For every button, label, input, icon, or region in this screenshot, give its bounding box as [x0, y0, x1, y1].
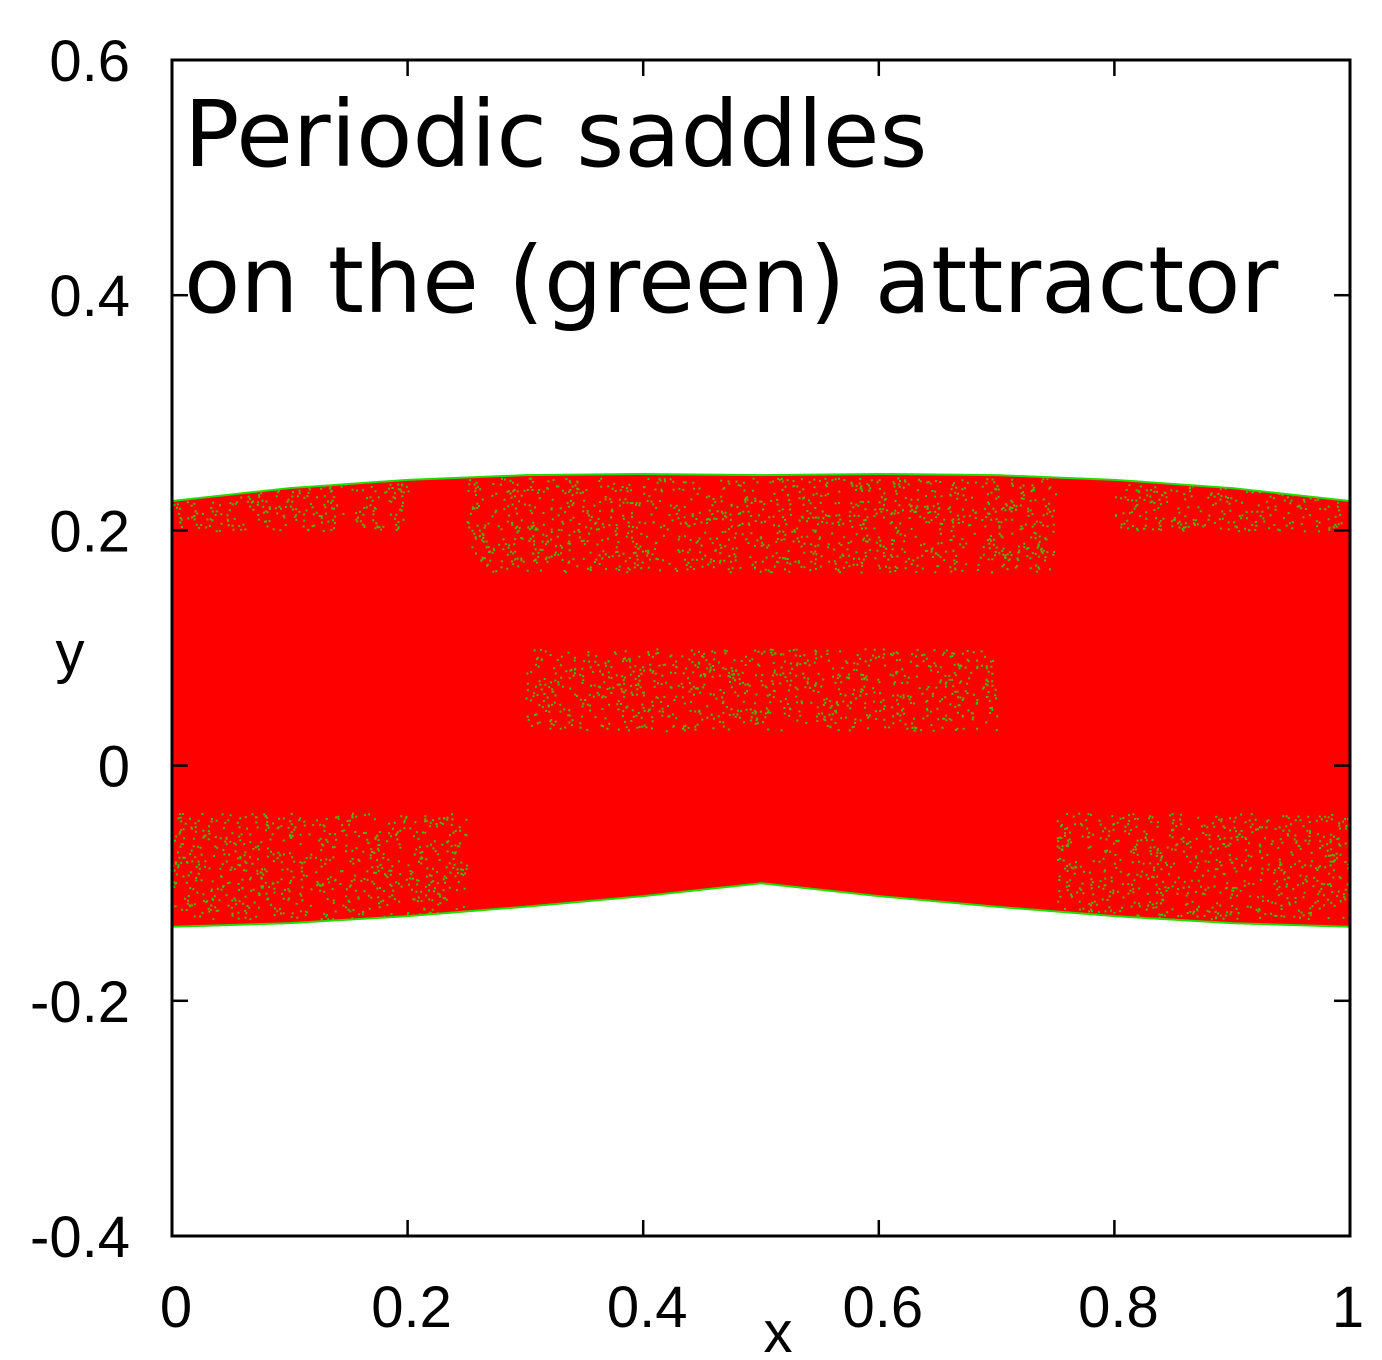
y-tick-label: 0.4 [49, 264, 130, 329]
x-tick-label: 0.6 [842, 1275, 923, 1340]
y-axis-label: y [56, 620, 85, 685]
attractor-region [525, 648, 999, 733]
x-tick-label: 1 [1332, 1275, 1364, 1340]
saddle-band [172, 473, 1350, 927]
attractor-region [172, 812, 469, 921]
y-tick-label: 0.2 [49, 499, 130, 564]
attractor-region [1114, 483, 1350, 533]
chart-title-line-1: Periodic saddles [184, 81, 927, 188]
x-tick-label: 0.8 [1078, 1275, 1159, 1340]
attractor-region [1056, 812, 1350, 921]
plot-frame [170, 58, 1352, 1238]
axes: 0 0.2 0.4 0.6 0.8 1 -0.4 -0.2 0 0.2 0.4 0.6 [30, 29, 1364, 1340]
y-tick-label: 0.6 [49, 29, 130, 94]
y-tick-label: -0.2 [30, 970, 130, 1035]
x-axis-label: x [764, 1300, 793, 1360]
plot-area [171, 472, 1351, 928]
attractor-points [172, 477, 1350, 921]
x-tick-label: 0 [160, 1275, 192, 1340]
x-tick-label: 0.4 [607, 1275, 688, 1340]
chart-title-line-2: on the (green) attractor [184, 227, 1278, 334]
y-tick-label: 0 [98, 735, 130, 800]
attractor-region [466, 477, 1058, 574]
y-tick-label: -0.4 [30, 1205, 130, 1270]
x-tick-label: 0.2 [371, 1275, 452, 1340]
